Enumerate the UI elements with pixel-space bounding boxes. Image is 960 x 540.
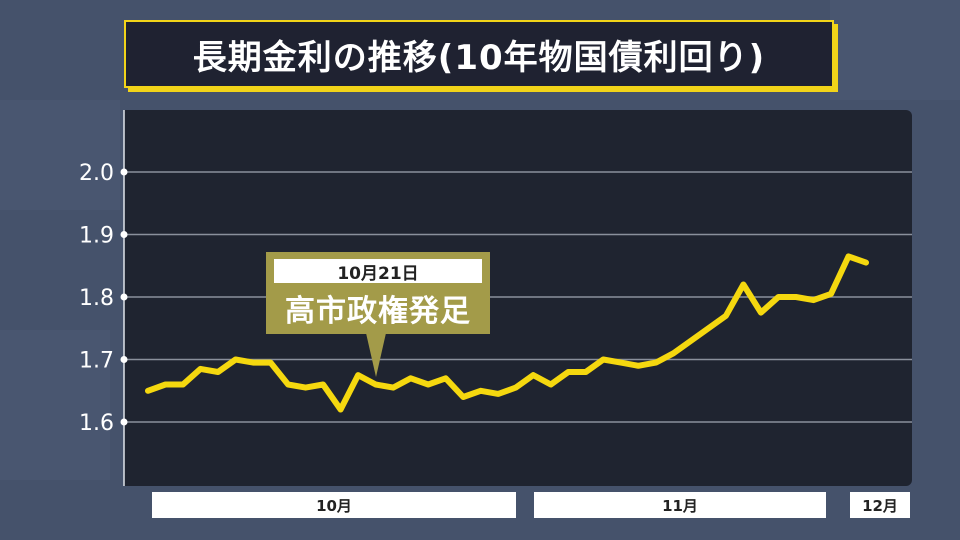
data-point [338,406,344,413]
y-tick-label: 1.6 [79,411,114,436]
data-point [670,350,677,356]
data-point [810,297,817,303]
data-point [145,388,151,394]
data-point [845,253,852,259]
month-label-december: 12月 [850,492,910,518]
data-point [285,381,291,388]
data-point [828,291,834,297]
y-tick-mark [120,168,128,176]
annotation-date: 10月21日 [274,259,482,284]
data-point [180,381,186,388]
data-point [758,310,764,316]
data-point [495,391,501,397]
data-point [320,381,326,388]
data-point [408,375,414,381]
y-tick-mark [120,231,128,238]
data-point [775,294,782,300]
y-tick-mark [120,356,128,363]
data-point [215,369,221,375]
y-tick-label: 1.8 [79,286,114,311]
data-point [513,385,519,391]
data-point [793,294,799,300]
y-tick-label: 1.7 [79,349,114,374]
data-point [635,363,641,369]
y-tick-mark [120,293,128,301]
chart-title-box: 長期金利の推移(10年物国債利回り) [124,20,834,88]
month-label-november: 11月 [534,492,826,518]
month-label-october: 10月 [152,492,516,518]
data-point [197,366,204,372]
y-tick-mark [120,418,128,426]
data-point [600,356,606,363]
background-tile [0,100,120,210]
data-point [740,281,747,288]
background-tile [0,330,110,480]
data-point [425,381,431,388]
data-point [390,385,396,391]
series-line [145,253,869,413]
annotation-callout: 10月21日 高市政権発足 [266,252,490,334]
data-point [373,381,379,388]
data-point [303,385,309,391]
data-point [705,325,712,331]
data-point [618,360,624,366]
data-point [530,372,536,378]
data-point [548,381,554,388]
annotation-pointer [366,333,386,377]
data-point [863,260,869,266]
data-point [460,394,466,400]
y-tick-label: 1.9 [79,224,114,249]
data-point [162,381,169,388]
data-point [653,360,659,366]
data-point [268,360,274,366]
data-point [583,369,589,375]
y-tick-label: 2.0 [79,161,114,186]
data-point [443,375,449,381]
annotation-label: 高市政権発足 [285,294,471,329]
data-point [723,313,729,319]
data-point [565,369,571,375]
chart-title: 長期金利の推移(10年物国債利回り) [192,37,766,78]
data-point [688,338,694,344]
data-point [478,388,484,394]
data-point [250,360,256,366]
data-point [355,372,361,378]
background-tile [830,0,960,100]
data-point [233,356,239,363]
